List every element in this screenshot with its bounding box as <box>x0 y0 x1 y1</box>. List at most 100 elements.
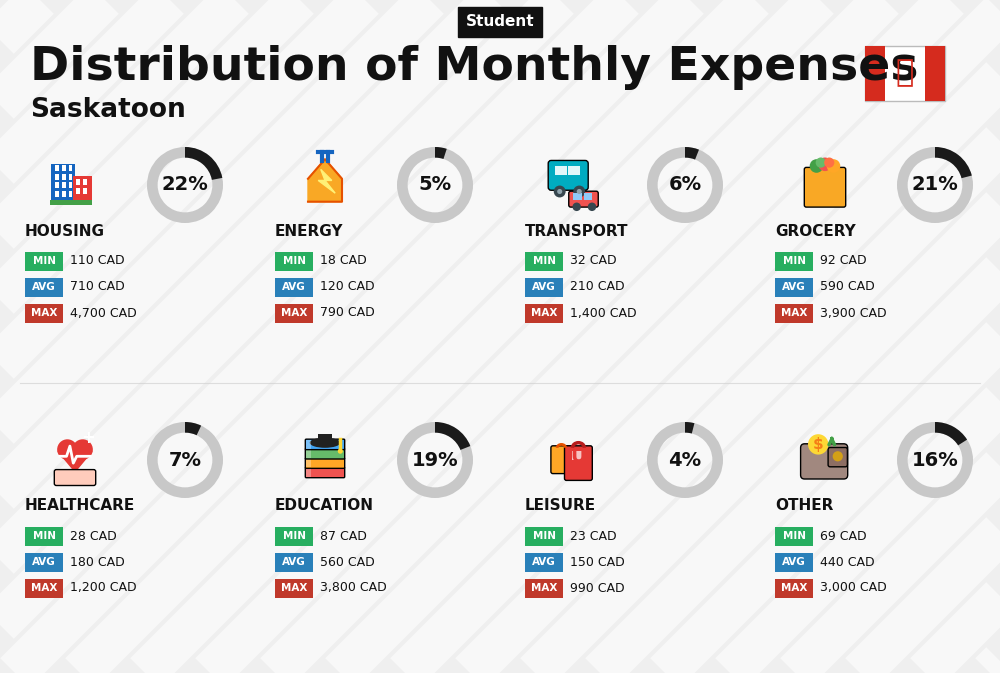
Wedge shape <box>935 422 967 446</box>
Text: 19%: 19% <box>412 450 458 470</box>
Bar <box>69 165 72 171</box>
Bar <box>525 553 563 571</box>
Text: AVG: AVG <box>532 557 556 567</box>
Bar <box>62 182 66 188</box>
Text: 210 CAD: 210 CAD <box>570 281 625 293</box>
Bar <box>775 304 813 322</box>
Text: MAX: MAX <box>781 308 807 318</box>
Wedge shape <box>897 147 973 223</box>
Bar <box>62 165 66 171</box>
Bar <box>51 164 75 202</box>
Text: MAX: MAX <box>281 308 307 318</box>
Text: AVG: AVG <box>782 557 806 567</box>
Circle shape <box>72 439 93 460</box>
Text: 110 CAD: 110 CAD <box>70 254 125 267</box>
Bar <box>25 579 63 598</box>
Bar <box>62 174 66 180</box>
Text: 790 CAD: 790 CAD <box>320 306 375 320</box>
Text: MAX: MAX <box>781 583 807 593</box>
Bar <box>525 304 563 322</box>
Circle shape <box>827 160 840 173</box>
Circle shape <box>818 157 832 171</box>
FancyBboxPatch shape <box>305 467 345 478</box>
Text: MIN: MIN <box>32 256 56 266</box>
Bar <box>525 579 563 598</box>
Bar <box>775 252 813 271</box>
Bar <box>275 252 313 271</box>
Text: 16%: 16% <box>912 450 958 470</box>
Bar <box>69 182 72 188</box>
Text: AVG: AVG <box>782 282 806 292</box>
Bar <box>275 579 313 598</box>
FancyBboxPatch shape <box>828 448 847 467</box>
Circle shape <box>57 439 78 460</box>
Text: 180 CAD: 180 CAD <box>70 555 125 569</box>
Text: OTHER: OTHER <box>775 499 833 513</box>
Bar <box>318 434 332 443</box>
Text: 21%: 21% <box>912 176 958 194</box>
Bar <box>76 188 80 194</box>
Text: 23 CAD: 23 CAD <box>570 530 617 542</box>
Text: $: $ <box>813 437 824 452</box>
Text: 990 CAD: 990 CAD <box>570 581 625 594</box>
Text: MIN: MIN <box>532 531 556 541</box>
Wedge shape <box>647 147 723 223</box>
Bar <box>83 188 87 194</box>
Text: MIN: MIN <box>283 256 306 266</box>
Bar <box>525 252 563 271</box>
FancyBboxPatch shape <box>305 458 345 468</box>
Text: AVG: AVG <box>282 282 306 292</box>
Text: 1,400 CAD: 1,400 CAD <box>570 306 637 320</box>
Bar <box>83 179 87 184</box>
Bar <box>525 277 563 297</box>
Bar <box>306 440 311 449</box>
Bar <box>55 174 59 180</box>
Text: Distribution of Monthly Expenses: Distribution of Monthly Expenses <box>30 46 918 90</box>
Wedge shape <box>435 422 470 450</box>
Text: 22%: 22% <box>162 176 208 194</box>
Bar <box>76 179 80 184</box>
Text: HOUSING: HOUSING <box>25 223 105 238</box>
Circle shape <box>833 451 843 462</box>
Circle shape <box>588 203 596 211</box>
Wedge shape <box>397 147 473 223</box>
Wedge shape <box>685 422 694 433</box>
Wedge shape <box>397 422 473 498</box>
Circle shape <box>572 203 581 211</box>
Text: 590 CAD: 590 CAD <box>820 281 875 293</box>
Bar <box>25 277 63 297</box>
Text: MAX: MAX <box>531 308 557 318</box>
Wedge shape <box>147 147 223 223</box>
Bar <box>306 468 311 476</box>
FancyBboxPatch shape <box>305 448 345 459</box>
Text: 3,800 CAD: 3,800 CAD <box>320 581 387 594</box>
Bar <box>925 46 945 100</box>
Text: ENERGY: ENERGY <box>275 223 344 238</box>
Text: HEALTHCARE: HEALTHCARE <box>25 499 135 513</box>
Text: 440 CAD: 440 CAD <box>820 555 875 569</box>
Bar <box>69 190 72 197</box>
Bar <box>573 193 582 200</box>
Text: 150 CAD: 150 CAD <box>570 555 625 569</box>
Text: 3,000 CAD: 3,000 CAD <box>820 581 887 594</box>
Text: 3,900 CAD: 3,900 CAD <box>820 306 887 320</box>
Text: MAX: MAX <box>281 583 307 593</box>
Wedge shape <box>647 422 723 498</box>
Ellipse shape <box>310 437 340 448</box>
Bar <box>55 165 59 171</box>
FancyBboxPatch shape <box>801 444 848 479</box>
Circle shape <box>554 186 566 197</box>
Text: 4,700 CAD: 4,700 CAD <box>70 306 137 320</box>
Text: MIN: MIN <box>782 531 806 541</box>
Circle shape <box>816 157 826 168</box>
Bar <box>775 579 813 598</box>
Text: MIN: MIN <box>782 256 806 266</box>
Text: 4%: 4% <box>668 450 702 470</box>
Bar <box>775 277 813 297</box>
Text: Student: Student <box>466 15 534 30</box>
Bar <box>55 190 59 197</box>
FancyBboxPatch shape <box>305 439 345 450</box>
Bar <box>775 526 813 546</box>
Text: 5%: 5% <box>418 176 452 194</box>
FancyBboxPatch shape <box>548 160 588 190</box>
